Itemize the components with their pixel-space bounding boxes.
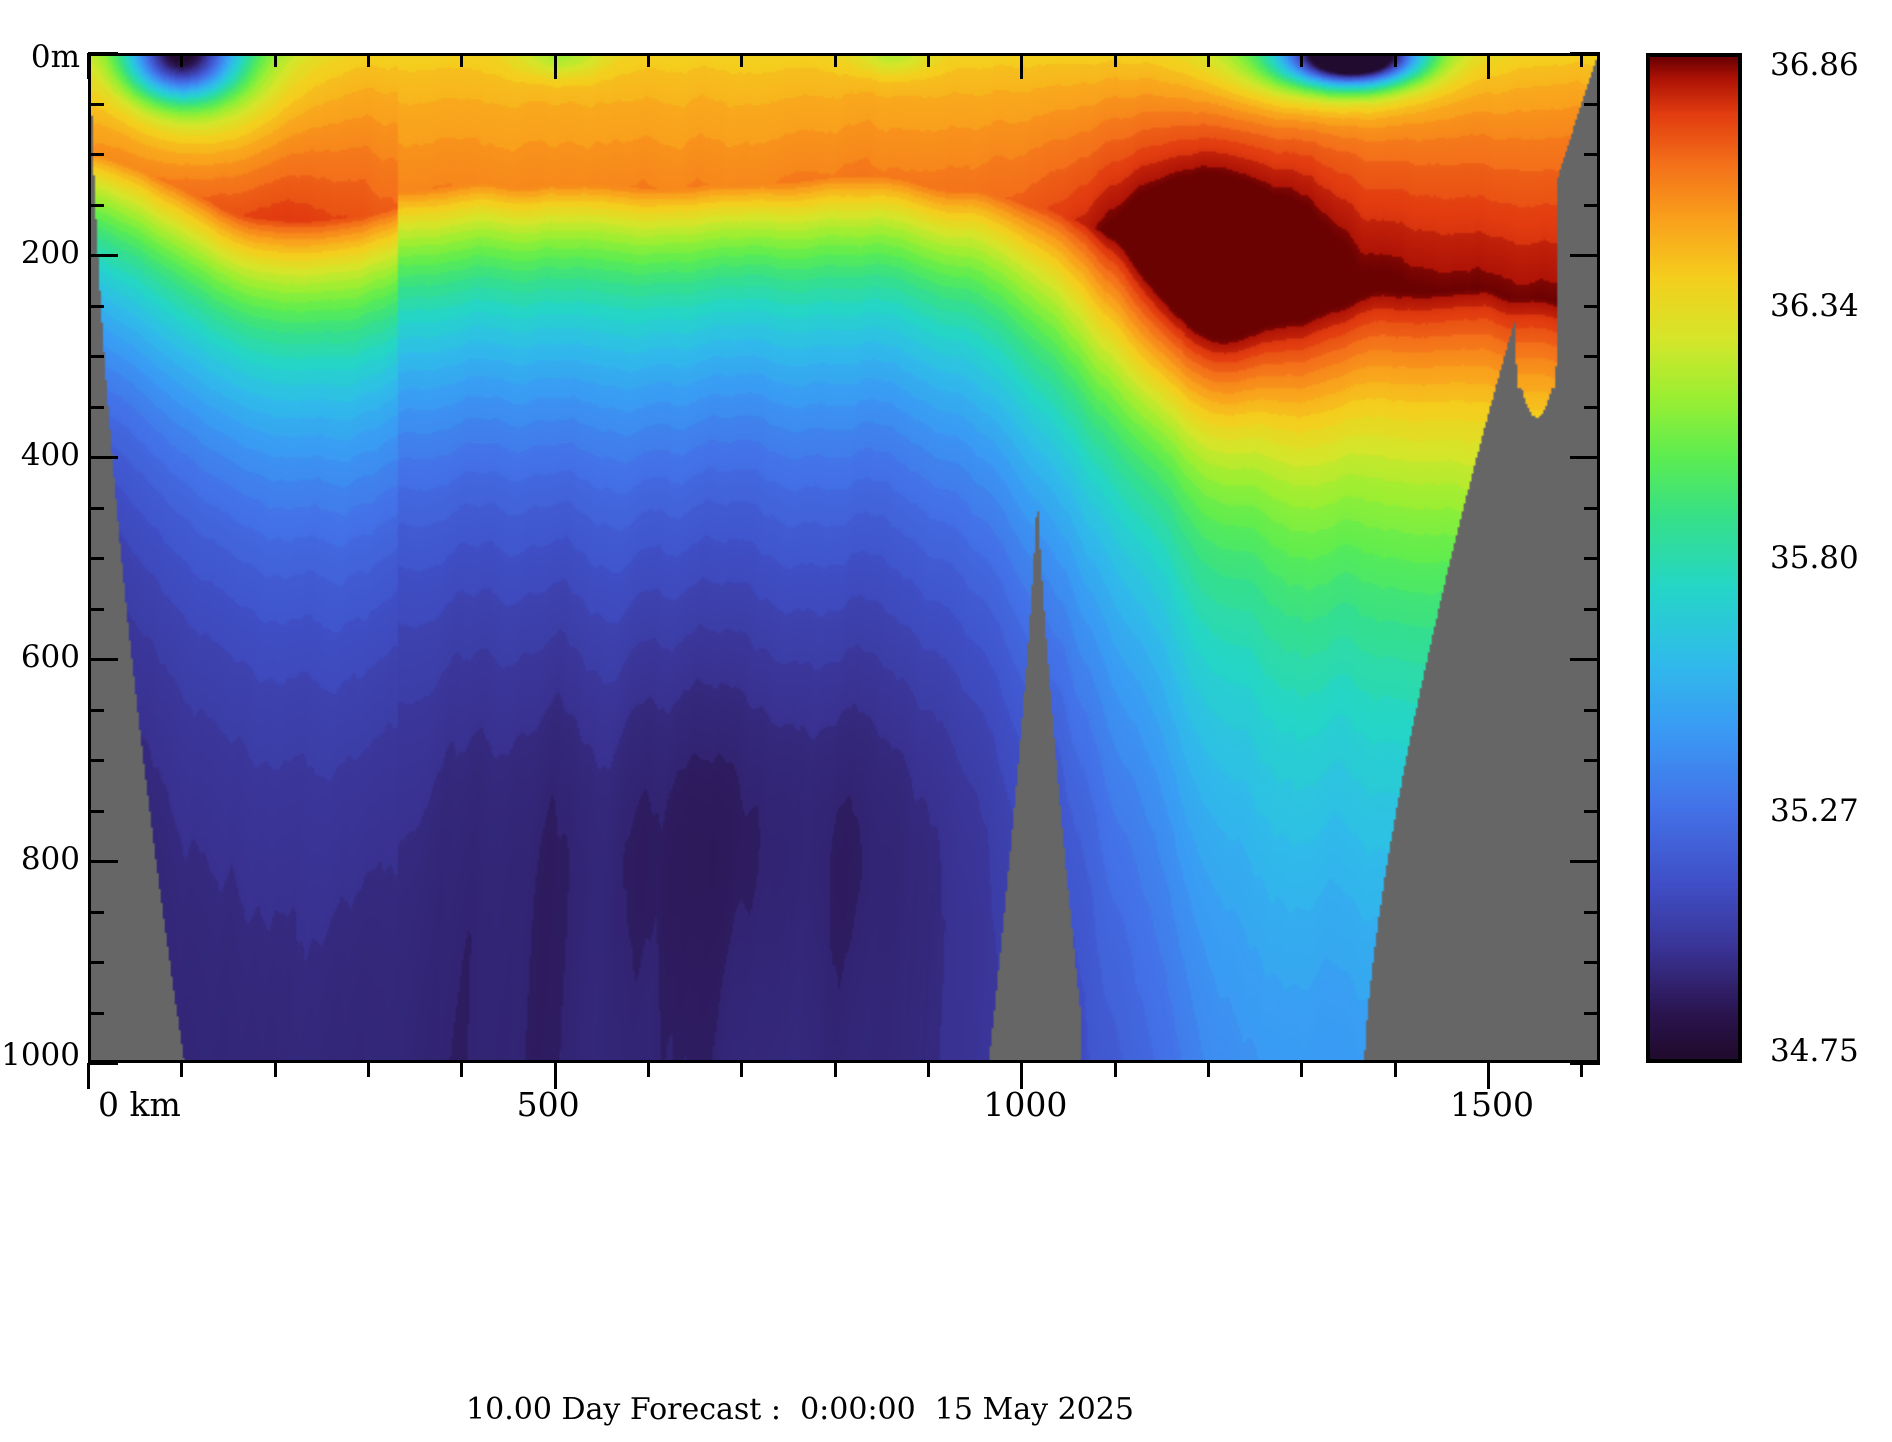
y-tick-major-right xyxy=(1570,1062,1600,1065)
forecast-caption: 10.00 Day Forecast : 0:00:00 15 May 2025 xyxy=(466,1392,1134,1427)
colorbar-tick-label: 34.75 xyxy=(1770,1033,1859,1069)
x-tick-major-top xyxy=(1487,53,1490,79)
x-tick-minor xyxy=(1580,1063,1584,1077)
x-tick-minor-top xyxy=(367,53,370,67)
y-tick-minor-right xyxy=(1584,759,1600,762)
x-tick-minor xyxy=(927,1063,930,1077)
x-tick-label: 0 km xyxy=(98,1085,181,1124)
y-tick-minor-right xyxy=(1584,304,1600,308)
x-tick-major-top xyxy=(1020,53,1024,79)
y-tick-label: 800 xyxy=(20,841,80,877)
colorbar-tick-label: 36.86 xyxy=(1770,47,1859,83)
y-tick-major xyxy=(88,254,118,257)
y-tick-minor xyxy=(88,506,104,510)
y-tick-minor xyxy=(88,355,104,358)
x-tick-label: 1500 xyxy=(1450,1085,1534,1124)
x-tick-minor xyxy=(180,1063,184,1077)
colorbar-tick-label: 35.80 xyxy=(1770,540,1859,576)
x-tick-minor xyxy=(1300,1063,1304,1077)
y-tick-minor-right xyxy=(1584,1011,1600,1015)
y-tick-minor xyxy=(88,607,104,611)
y-tick-minor-right xyxy=(1584,355,1600,358)
x-tick-minor-top xyxy=(927,53,930,67)
x-tick-label: 500 xyxy=(516,1085,580,1124)
x-tick-minor-top xyxy=(1580,53,1584,67)
x-tick-minor-top xyxy=(1207,53,1210,67)
x-tick-minor xyxy=(273,1063,277,1077)
x-tick-minor xyxy=(460,1063,464,1077)
y-tick-minor xyxy=(88,759,104,762)
y-tick-major xyxy=(88,658,118,661)
y-tick-minor xyxy=(88,153,104,156)
x-tick-minor xyxy=(740,1063,744,1077)
y-tick-label: 1000 xyxy=(1,1037,80,1073)
x-tick-minor-top xyxy=(740,53,744,67)
x-tick-major-top xyxy=(553,53,557,79)
y-tick-major-right xyxy=(1570,456,1600,459)
y-tick-minor-right xyxy=(1584,203,1600,207)
y-tick-minor-right xyxy=(1584,607,1600,611)
x-tick-minor-top xyxy=(273,53,277,67)
y-tick-minor-right xyxy=(1584,153,1600,156)
x-tick-minor xyxy=(1393,1063,1397,1077)
x-tick-minor xyxy=(1207,1063,1210,1077)
x-tick-major xyxy=(87,1063,90,1089)
y-tick-minor-right xyxy=(1584,102,1600,106)
y-tick-major xyxy=(88,456,118,459)
y-tick-minor xyxy=(88,405,104,409)
y-tick-minor xyxy=(88,1011,104,1015)
y-tick-minor xyxy=(88,557,104,560)
y-tick-major-right xyxy=(1570,254,1600,257)
y-tick-minor-right xyxy=(1584,405,1600,409)
y-tick-major-right xyxy=(1570,860,1600,863)
y-tick-minor xyxy=(88,910,104,914)
x-tick-minor xyxy=(833,1063,837,1077)
x-tick-major xyxy=(1020,1063,1024,1089)
section-plot-area[interactable] xyxy=(88,53,1600,1063)
x-tick-label: 1000 xyxy=(983,1085,1068,1124)
x-tick-minor-top xyxy=(180,53,184,67)
y-tick-minor-right xyxy=(1584,708,1600,712)
colorbar-tick-label: 35.27 xyxy=(1770,792,1859,829)
colorbar-gradient xyxy=(1650,57,1738,1059)
y-tick-minor-right xyxy=(1584,809,1600,813)
x-tick-minor xyxy=(1113,1063,1117,1077)
x-tick-major xyxy=(553,1063,557,1089)
y-tick-major-right xyxy=(1570,658,1600,661)
colorbar-tick-label: 36.34 xyxy=(1770,287,1859,324)
x-tick-minor-top xyxy=(1113,53,1117,67)
y-tick-minor xyxy=(88,961,104,964)
x-tick-minor-top xyxy=(647,53,650,67)
x-tick-major xyxy=(1487,1063,1490,1089)
salinity-field-heatmap xyxy=(91,56,1597,1060)
y-tick-minor-right xyxy=(1584,506,1600,510)
y-tick-minor xyxy=(88,708,104,712)
y-tick-major-right xyxy=(1570,52,1600,55)
y-tick-label: 400 xyxy=(20,437,80,473)
x-tick-minor xyxy=(367,1063,370,1077)
y-tick-label: 200 xyxy=(20,235,80,271)
y-tick-minor xyxy=(88,809,104,813)
y-tick-minor-right xyxy=(1584,910,1600,914)
y-tick-minor xyxy=(88,304,104,308)
salinity-colorbar[interactable] xyxy=(1646,53,1742,1063)
y-tick-minor-right xyxy=(1584,961,1600,964)
y-tick-minor xyxy=(88,102,104,106)
x-tick-minor-top xyxy=(833,53,837,67)
x-tick-minor-top xyxy=(460,53,464,67)
y-tick-major xyxy=(88,52,118,55)
y-tick-minor-right xyxy=(1584,557,1600,560)
y-tick-major xyxy=(88,1062,118,1065)
y-tick-label: 0m xyxy=(30,39,80,75)
y-tick-label: 600 xyxy=(20,639,80,675)
y-tick-major xyxy=(88,860,118,863)
y-tick-minor xyxy=(88,203,104,207)
x-tick-minor xyxy=(647,1063,650,1077)
x-tick-major-top xyxy=(87,53,90,79)
x-tick-minor-top xyxy=(1393,53,1397,67)
x-tick-minor-top xyxy=(1300,53,1304,67)
